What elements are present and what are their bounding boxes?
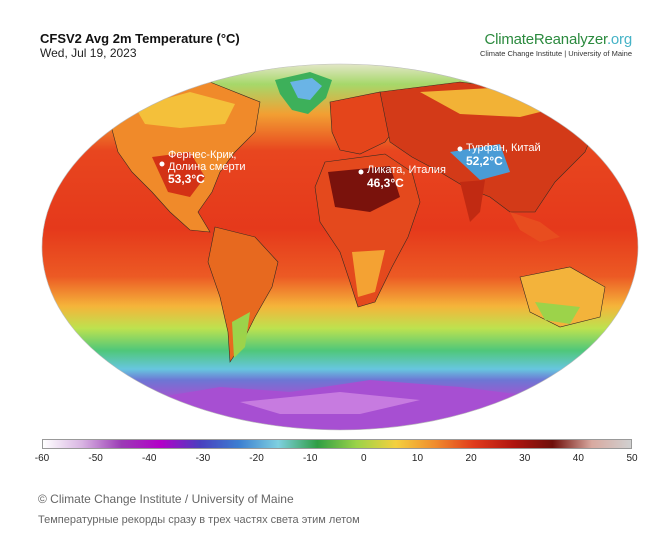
scale-tick-label: 20: [465, 453, 477, 464]
marker-dot: [457, 146, 463, 152]
scale-tick-label: 50: [626, 453, 638, 464]
marker-turpan[interactable]: Турфан, Китай 52,2°C: [457, 142, 541, 168]
marker-dot: [159, 161, 165, 167]
scale-tick-label: 30: [519, 453, 531, 464]
color-scale-bar: [42, 439, 632, 449]
marker-value: 53,3°C: [168, 172, 205, 186]
temperature-map: Фернес-Крик, Долина смерти 53,3°C Ликата…: [40, 62, 640, 432]
marker-licata[interactable]: Ликата, Италия 46,3°C: [358, 164, 446, 190]
caption-text: Температурные рекорды сразу в трех частя…: [38, 514, 360, 526]
brand-name: ClimateReanalyzer: [484, 31, 607, 48]
scale-tick-label: -20: [249, 453, 264, 464]
marker-dot: [358, 169, 364, 175]
marker-label-line-1: Фернес-Крик,: [168, 149, 237, 161]
brand-logo[interactable]: ClimateReanalyzer.org Climate Change Ins…: [480, 31, 632, 58]
scale-tick-label: -50: [88, 453, 103, 464]
scale-tick-label: -40: [142, 453, 157, 464]
marker-value: 46,3°C: [367, 176, 404, 190]
color-scale-legend: -60 -50 -40 -30 -20 -10 0 10 20 30 40 50: [35, 439, 638, 471]
brand-tagline: Climate Change Institute | University of…: [479, 49, 632, 58]
map-title: CFSV2 Avg 2m Temperature (°C): [40, 31, 240, 46]
scale-tick-label: -60: [34, 453, 50, 464]
credit-text: © Climate Change Institute / University …: [38, 492, 294, 506]
marker-death-valley[interactable]: Фернес-Крик, Долина смерти 53,3°C: [159, 149, 246, 186]
marker-label-line-1: Турфан, Китай: [466, 142, 541, 154]
brand-tld: .org: [606, 31, 632, 48]
marker-label-line-1: Ликата, Италия: [367, 164, 446, 176]
color-scale-ticks: -60 -50 -40 -30 -20 -10 0 10 20 30 40 50: [35, 451, 638, 471]
scale-tick-label: 40: [572, 453, 584, 464]
scale-tick-label: 10: [411, 453, 424, 464]
marker-label-line-2: Долина смерти: [168, 161, 246, 173]
map-date: Wed, Jul 19, 2023: [40, 46, 137, 60]
scale-tick-label: -10: [302, 453, 318, 464]
marker-value: 52,2°C: [466, 154, 503, 168]
scale-tick-label: -30: [195, 453, 211, 464]
scale-tick-label: 0: [361, 453, 367, 464]
